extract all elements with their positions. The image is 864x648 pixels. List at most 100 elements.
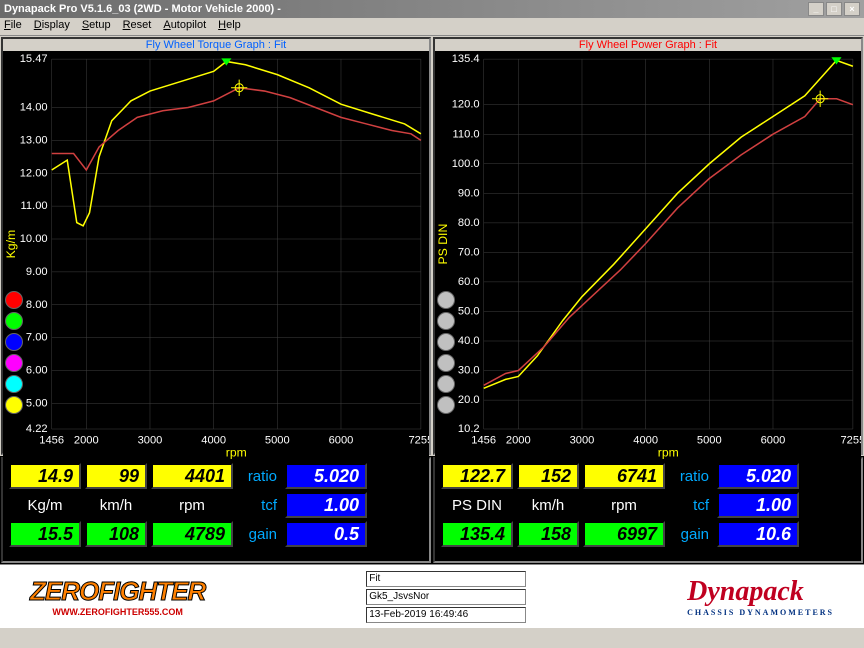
readout-yellow: 4401 — [151, 463, 233, 489]
svg-text:4000: 4000 — [201, 434, 226, 446]
readouts-row: 14.9994401ratio5.020Kg/mkm/hrpmtcf1.0015… — [0, 456, 864, 564]
color-dot[interactable] — [5, 354, 23, 372]
menu-file[interactable]: File — [4, 19, 22, 34]
svg-text:135.4: 135.4 — [452, 53, 480, 65]
color-dot[interactable] — [437, 333, 455, 351]
svg-text:2000: 2000 — [506, 434, 531, 446]
svg-text:3000: 3000 — [138, 434, 163, 446]
torque-chart-area[interactable]: 4.22 5.00 6.00 7.00 8.00 9.00 10.00 11.00 12.00 1… — [3, 51, 429, 460]
readout-unit-label: km/h — [517, 497, 579, 514]
tcf-label: tcf — [237, 497, 281, 514]
readout-unit-label: Kg/m — [9, 497, 81, 514]
svg-text:2000: 2000 — [74, 434, 99, 446]
series-color-dots-right — [437, 291, 455, 414]
power-chart-area[interactable]: 10.220.030.040.050.060.070.080.090.0100.… — [435, 51, 861, 460]
menu-setup[interactable]: Setup — [82, 19, 111, 34]
meta-field-2[interactable] — [366, 589, 526, 605]
window-controls: _ □ × — [808, 2, 860, 16]
readout-green: 135.4 — [441, 521, 513, 547]
logo-zerofighter: ZEROFIGHTER WWW.ZEROFIGHTER555.COM — [30, 576, 205, 617]
svg-text:110.0: 110.0 — [453, 128, 480, 140]
svg-text:4000: 4000 — [633, 434, 658, 446]
menu-autopilot[interactable]: Autopilot — [163, 19, 206, 34]
logo-left-text: ZEROFIGHTER — [30, 576, 205, 606]
svg-text:4.22: 4.22 — [26, 423, 48, 435]
window-title: Dynapack Pro V5.1.6_03 (2WD - Motor Vehi… — [4, 3, 281, 15]
svg-text:5000: 5000 — [265, 434, 290, 446]
color-dot[interactable] — [437, 291, 455, 309]
minimize-button[interactable]: _ — [808, 2, 824, 16]
color-dot[interactable] — [437, 312, 455, 330]
svg-text:100.0: 100.0 — [452, 158, 480, 170]
svg-text:PS DIN: PS DIN — [436, 224, 450, 265]
color-dot[interactable] — [437, 354, 455, 372]
svg-text:5.00: 5.00 — [26, 397, 48, 409]
charts-row: Fly Wheel Torque Graph : Fit 4.225.006.0… — [0, 36, 864, 456]
svg-text:15.47: 15.47 — [20, 53, 48, 65]
svg-text:6000: 6000 — [761, 434, 786, 446]
ratio-label: ratio — [669, 468, 713, 485]
readout-unit-label: rpm — [583, 497, 665, 514]
readout-yellow: 99 — [85, 463, 147, 489]
gain-label: gain — [237, 526, 281, 543]
readout-yellow: 6741 — [583, 463, 665, 489]
readout-green: 6997 — [583, 521, 665, 547]
readout-ratio: 5.020 — [285, 463, 367, 489]
readout-green: 108 — [85, 521, 147, 547]
svg-text:7255: 7255 — [408, 434, 429, 446]
color-dot[interactable] — [5, 333, 23, 351]
readout-gain: 10.6 — [717, 521, 799, 547]
power-chart-panel: Fly Wheel Power Graph : Fit 10.220.030.0… — [433, 37, 863, 455]
svg-text:60.0: 60.0 — [458, 276, 480, 288]
menu-reset[interactable]: Reset — [123, 19, 152, 34]
titlebar: Dynapack Pro V5.1.6_03 (2WD - Motor Vehi… — [0, 0, 864, 18]
menu-display[interactable]: Display — [34, 19, 70, 34]
svg-text:9.00: 9.00 — [26, 266, 48, 278]
svg-text:1456: 1456 — [471, 434, 496, 446]
logo-left-url: WWW.ZEROFIGHTER555.COM — [30, 607, 205, 617]
readout-unit-label: rpm — [151, 497, 233, 514]
readout-green: 158 — [517, 521, 579, 547]
color-dot[interactable] — [5, 291, 23, 309]
svg-text:8.00: 8.00 — [26, 299, 48, 311]
svg-text:80.0: 80.0 — [458, 217, 480, 229]
gain-label: gain — [669, 526, 713, 543]
menu-help[interactable]: Help — [218, 19, 241, 34]
meta-field-3[interactable] — [366, 607, 526, 623]
logo-right-sub: CHASSIS DYNAMOMETERS — [687, 608, 834, 617]
readout-left: 14.9994401ratio5.020Kg/mkm/hrpmtcf1.0015… — [1, 457, 431, 563]
color-dot[interactable] — [437, 396, 455, 414]
maximize-button[interactable]: □ — [826, 2, 842, 16]
svg-text:Kg/m: Kg/m — [4, 230, 18, 259]
color-dot[interactable] — [5, 375, 23, 393]
svg-text:50.0: 50.0 — [458, 306, 480, 318]
svg-text:120.0: 120.0 — [452, 99, 480, 111]
color-dot[interactable] — [5, 396, 23, 414]
svg-text:6.00: 6.00 — [26, 365, 48, 377]
svg-text:12.00: 12.00 — [20, 167, 48, 179]
svg-text:rpm: rpm — [658, 446, 679, 460]
readout-green: 15.5 — [9, 521, 81, 547]
readout-tcf: 1.00 — [717, 492, 799, 518]
meta-field-1[interactable] — [366, 571, 526, 587]
readout-yellow: 122.7 — [441, 463, 513, 489]
color-dot[interactable] — [5, 312, 23, 330]
series-color-dots — [5, 291, 23, 414]
svg-text:40.0: 40.0 — [458, 335, 480, 347]
readout-tcf: 1.00 — [285, 492, 367, 518]
svg-text:70.0: 70.0 — [458, 246, 480, 258]
readout-unit-label: km/h — [85, 497, 147, 514]
logo-right-text: Dynapack — [687, 576, 804, 607]
readout-green: 4789 — [151, 521, 233, 547]
svg-text:11.00: 11.00 — [21, 200, 48, 212]
svg-text:10.00: 10.00 — [20, 233, 48, 245]
power-chart-title: Fly Wheel Power Graph : Fit — [435, 39, 861, 51]
svg-text:20.0: 20.0 — [458, 394, 480, 406]
color-dot[interactable] — [437, 375, 455, 393]
close-button[interactable]: × — [844, 2, 860, 16]
svg-text:14.00: 14.00 — [20, 102, 48, 114]
svg-text:7.00: 7.00 — [26, 332, 48, 344]
readout-yellow: 152 — [517, 463, 579, 489]
svg-text:5000: 5000 — [697, 434, 722, 446]
meta-fields — [366, 571, 526, 623]
